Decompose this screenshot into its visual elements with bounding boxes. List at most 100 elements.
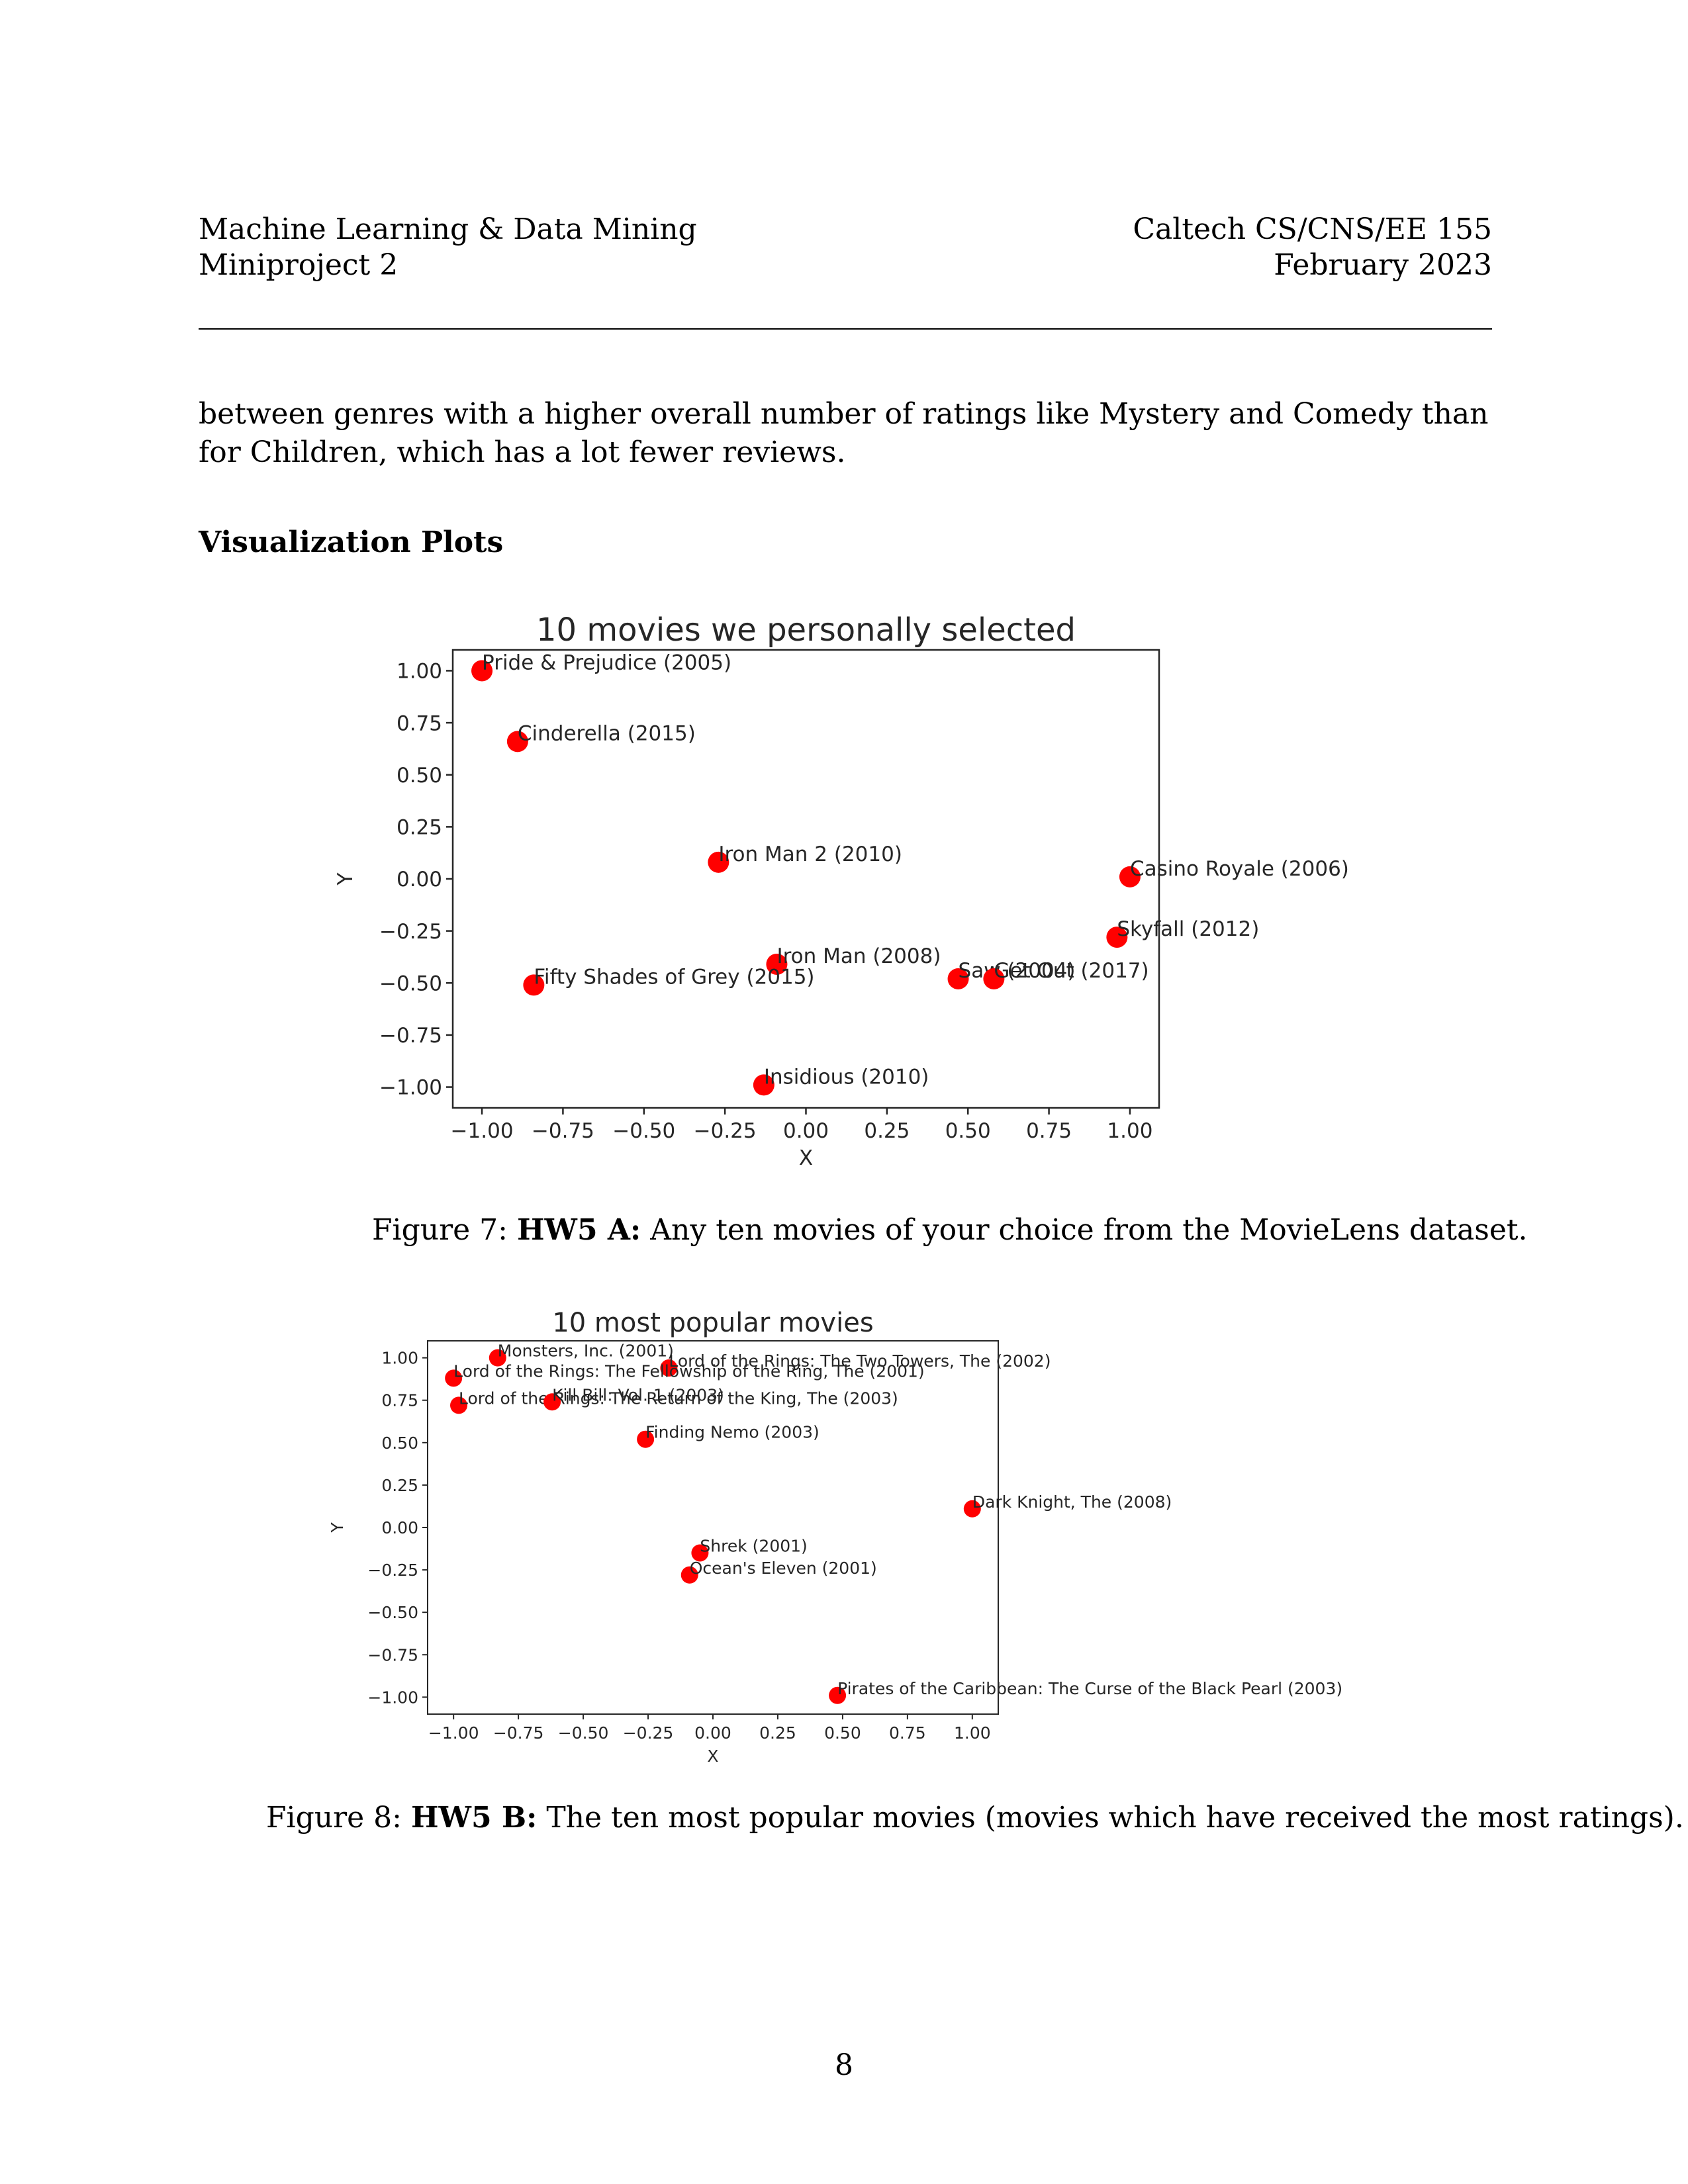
figure7-caption-bold: HW5 A:: [516, 1213, 641, 1247]
data-point-label: Get Out (2017): [994, 959, 1149, 983]
y-tick-label: 0.50: [397, 764, 442, 788]
x-axis-label: X: [707, 1747, 718, 1766]
figure8-caption-text: The ten most popular movies (movies whic…: [537, 1801, 1684, 1835]
data-point-label: Iron Man (2008): [776, 944, 941, 968]
data-point-label: Finding Nemo (2003): [645, 1423, 820, 1442]
data-point-label: Cinderella (2015): [518, 721, 696, 745]
running-header-right: Caltech CS/CNS/EE 155 February 2023: [1133, 212, 1492, 283]
y-tick-label: 0.25: [397, 816, 442, 840]
figure7-caption: Figure 7: HW5 A: Any ten movies of your …: [372, 1212, 1528, 1248]
data-point: [543, 1393, 561, 1411]
y-tick-label: 0.50: [381, 1433, 418, 1453]
figure8-scatter-plot: 10 most popular movies −1.00 −0.75 −0.50 −0.…: [328, 1308, 1342, 1766]
data-point: [523, 974, 545, 996]
data-point: [708, 851, 729, 873]
y-tick-label: 0.75: [397, 711, 442, 735]
page-number: 8: [835, 2048, 853, 2082]
y-tick-label: 0.25: [381, 1476, 418, 1495]
y-axis-label: Y: [334, 872, 357, 886]
data-point: [680, 1566, 698, 1584]
data-point-label: Shrek (2001): [700, 1536, 807, 1555]
figure7-caption-text: Any ten movies of your choice from the M…: [641, 1213, 1528, 1247]
running-header-left: Machine Learning & Data Mining Miniproje…: [199, 212, 697, 283]
figure7-caption-prefix: Figure 7:: [372, 1213, 517, 1247]
y-tick-label: −0.50: [367, 1603, 418, 1622]
x-tick-label: 0.75: [1026, 1119, 1072, 1143]
x-tick-label: 0.25: [759, 1723, 796, 1743]
date: February 2023: [1274, 248, 1492, 282]
data-point: [450, 1396, 468, 1414]
x-tick-label: 0.00: [694, 1723, 731, 1743]
chart-title: 10 most popular movies: [552, 1308, 873, 1338]
figure8-caption-bold: HW5 B:: [410, 1801, 538, 1835]
data-point-label: Monsters, Inc. (2001): [498, 1342, 674, 1361]
x-tick-label: −0.75: [532, 1119, 594, 1143]
body-paragraph: between genres with a higher overall num…: [199, 397, 1489, 469]
data-point-label: Skyfall (2012): [1117, 917, 1259, 941]
course-title: Machine Learning & Data Mining: [199, 212, 697, 246]
project-name: Miniproject 2: [199, 248, 399, 282]
data-point-label: Iron Man 2 (2010): [718, 842, 902, 866]
y-tick-label: −0.25: [367, 1561, 418, 1580]
data-point-label: Lord of the Rings: The Return of the Kin…: [459, 1388, 898, 1408]
data-point-label: Lord of the Rings: The Fellowship of the…: [453, 1361, 925, 1381]
data-point-label: Saw (2004): [959, 959, 1076, 983]
data-point: [947, 968, 969, 989]
data-point-label: Dark Knight, The (2008): [972, 1492, 1172, 1512]
x-tick-label: 1.00: [954, 1723, 991, 1743]
data-point: [506, 731, 528, 752]
x-tick-label: −1.00: [451, 1119, 514, 1143]
y-tick-label: −0.50: [379, 972, 442, 995]
figure7-scatter-plot: 10 movies we personally selected −1.00 −0.…: [334, 612, 1349, 1170]
data-point-label: Ocean's Eleven (2001): [690, 1559, 877, 1578]
y-tick-label: 1.00: [381, 1349, 418, 1368]
data-point: [471, 660, 493, 682]
chart-title: 10 movies we personally selected: [536, 612, 1076, 649]
y-tick-label: −1.00: [367, 1688, 418, 1707]
x-tick-label: −1.00: [428, 1723, 479, 1743]
data-point: [983, 968, 1005, 989]
data-point-label: Lord of the Rings: The Two Towers, The (…: [669, 1351, 1051, 1371]
x-tick-label: −0.50: [558, 1723, 609, 1743]
data-point: [1106, 927, 1128, 948]
data-point: [766, 953, 788, 975]
x-tick-label: −0.50: [612, 1119, 675, 1143]
x-tick-label: 0.50: [945, 1119, 991, 1143]
figure8-caption-prefix: Figure 8:: [266, 1801, 411, 1835]
y-tick-label: −0.75: [379, 1024, 442, 1048]
y-tick-label: 0.00: [381, 1518, 418, 1537]
x-tick-label: −0.75: [493, 1723, 544, 1743]
y-axis-label: Y: [328, 1522, 347, 1533]
y-tick-label: −0.25: [379, 920, 442, 944]
data-point-label: Insidious (2010): [764, 1065, 929, 1089]
x-axis-label: X: [799, 1146, 813, 1170]
x-tick-label: 1.00: [1107, 1119, 1152, 1143]
x-tick-label: 0.75: [889, 1723, 926, 1743]
data-point: [637, 1430, 655, 1448]
x-tick-label: −0.25: [694, 1119, 757, 1143]
data-point-label: Fifty Shades of Grey (2015): [534, 965, 814, 989]
data-point: [753, 1074, 774, 1096]
header-rule: [199, 328, 1492, 330]
course-code: Caltech CS/CNS/EE 155: [1133, 212, 1492, 246]
data-point: [489, 1349, 506, 1367]
data-point-label: Kill Bill: Vol. 1 (2003): [552, 1385, 724, 1404]
x-tick-label: 0.00: [783, 1119, 829, 1143]
section-title: Visualization Plots: [199, 525, 504, 559]
data-point-label: Pirates of the Caribbean: The Curse of t…: [837, 1679, 1342, 1698]
y-tick-label: 0.75: [381, 1391, 418, 1410]
x-tick-label: 0.25: [864, 1119, 910, 1143]
data-point: [1119, 866, 1141, 887]
data-point: [691, 1544, 709, 1562]
x-tick-label: −0.25: [623, 1723, 674, 1743]
figure8-caption: Figure 8: HW5 B: The ten most popular mo…: [266, 1800, 1684, 1836]
y-tick-label: −1.00: [379, 1076, 442, 1100]
y-tick-label: −0.75: [367, 1645, 418, 1664]
x-tick-label: 0.50: [824, 1723, 861, 1743]
y-tick-label: 1.00: [397, 660, 442, 684]
data-point: [829, 1686, 847, 1704]
data-point-label: Pride & Prejudice (2005): [482, 651, 731, 674]
data-point-label: Casino Royale (2006): [1130, 857, 1349, 881]
y-tick-label: 0.00: [397, 868, 442, 891]
data-point: [963, 1500, 981, 1518]
